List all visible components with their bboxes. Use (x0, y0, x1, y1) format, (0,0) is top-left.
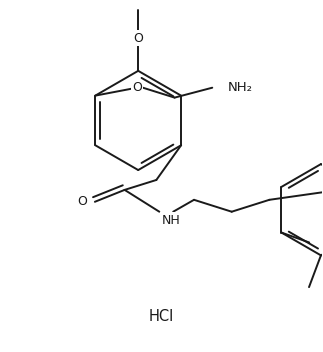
Text: O: O (133, 32, 143, 45)
Text: HCl: HCl (148, 309, 174, 325)
Text: NH: NH (161, 214, 180, 227)
Text: NH₂: NH₂ (228, 81, 253, 94)
Text: O: O (77, 195, 87, 208)
Text: O: O (132, 81, 142, 94)
